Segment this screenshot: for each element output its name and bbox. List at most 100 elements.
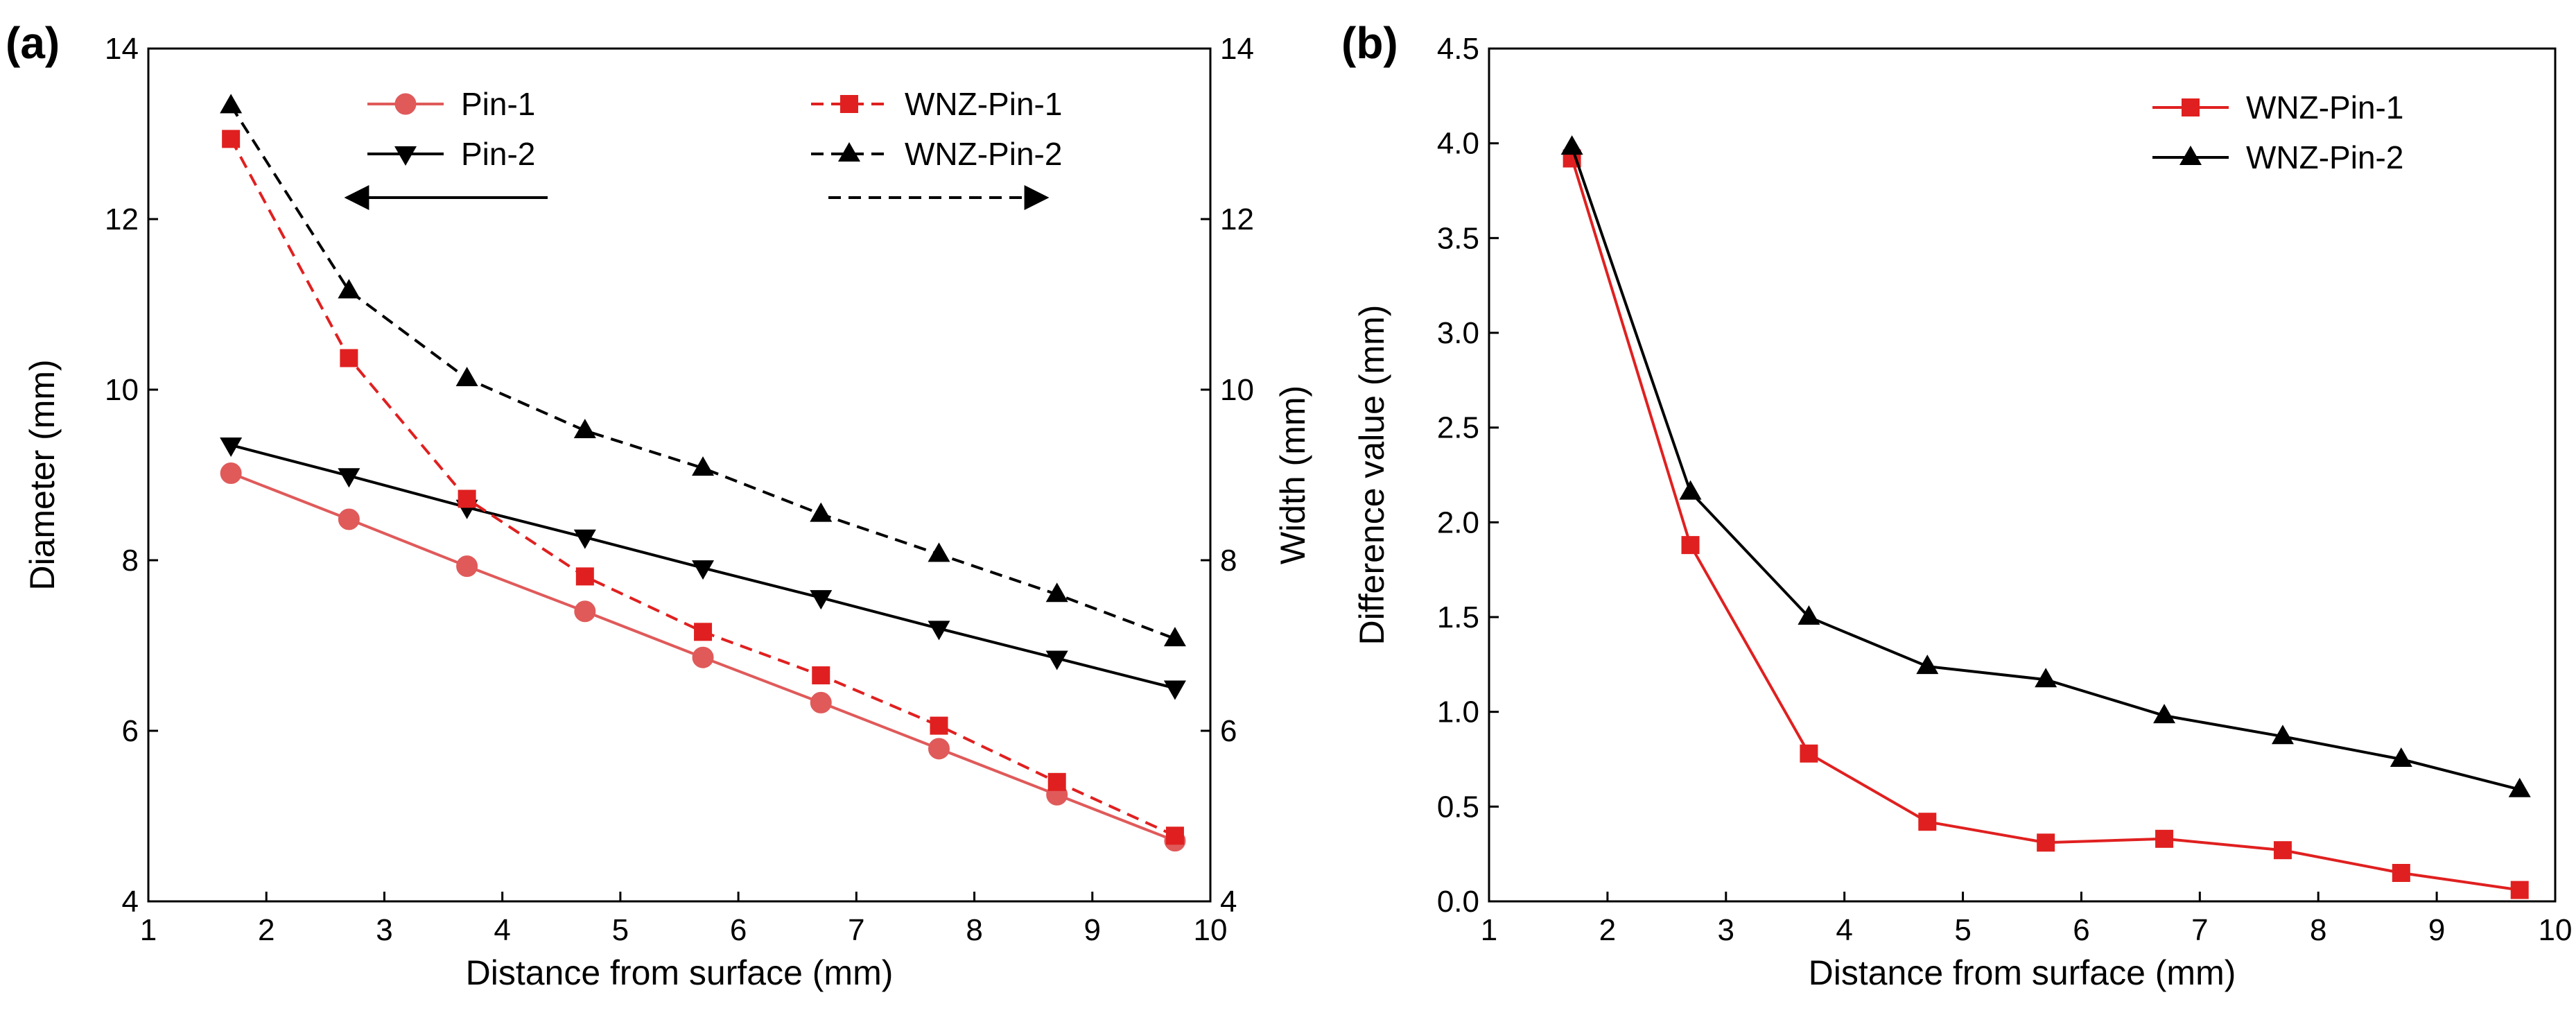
x-tick-label: 1 (140, 913, 157, 947)
legend-label: WNZ-Pin-1 (2246, 89, 2403, 125)
data-point-wnz-pin-1 (2510, 881, 2529, 899)
data-point-pin-2 (220, 437, 243, 457)
x-tick-label: 4 (1836, 913, 1852, 947)
legend-label: WNZ-Pin-1 (905, 86, 1062, 122)
data-point-wnz-pin-2 (810, 502, 833, 522)
data-point-wnz-pin-2 (1163, 627, 1186, 647)
x-tick-label: 7 (2191, 913, 2208, 947)
data-point-wnz-pin-2 (220, 94, 243, 114)
legend-item-wnz-pin-1: WNZ-Pin-1 (2152, 89, 2403, 125)
y-right-tick-label: 14 (1220, 32, 1254, 66)
data-point-wnz-pin-1 (812, 666, 830, 685)
data-point-wnz-pin-2 (2508, 777, 2531, 797)
legend-marker (394, 93, 417, 115)
series-wnz-pin-2 (220, 94, 1186, 647)
series-line-wnz-pin-2 (229, 105, 1176, 641)
data-point-wnz-pin-1 (2392, 864, 2410, 882)
data-point-pin-2 (338, 468, 360, 488)
x-tick-label: 3 (376, 913, 392, 947)
data-point-wnz-pin-1 (1800, 744, 1818, 763)
y-tick-label: 2.5 (1437, 411, 1479, 445)
series-line-wnz-pin-2 (1570, 146, 2521, 791)
data-point-wnz-pin-2 (1916, 655, 1939, 675)
data-point-wnz-pin-2 (455, 367, 478, 387)
y-tick-label: 0.0 (1437, 885, 1479, 919)
data-point-wnz-pin-2 (2035, 668, 2057, 688)
y-tick-label: 10 (105, 373, 139, 407)
data-point-pin-1 (220, 462, 242, 485)
y-right-tick-label: 8 (1220, 544, 1237, 578)
x-tick-label: 10 (1194, 913, 1228, 947)
legend-item-pin-1: Pin-1 (367, 86, 535, 122)
data-point-pin-2 (573, 529, 596, 549)
panel-label: (b) (1341, 18, 1398, 68)
data-point-wnz-pin-2 (1560, 135, 1583, 155)
legend-marker (2182, 98, 2200, 116)
legend-item-wnz-pin-2: WNZ-Pin-2 (811, 136, 1062, 172)
x-tick-label: 6 (2073, 913, 2089, 947)
data-point-wnz-pin-2 (573, 419, 596, 439)
y-tick-label: 3.0 (1437, 316, 1479, 350)
data-point-wnz-pin-1 (694, 623, 713, 641)
y-tick-label: 6 (122, 714, 139, 748)
data-point-pin-1 (338, 508, 360, 530)
data-point-pin-1 (692, 646, 714, 668)
x-tick-label: 8 (2310, 913, 2326, 947)
data-point-wnz-pin-1 (2037, 833, 2055, 852)
data-point-pin-2 (1045, 650, 1068, 670)
data-point-wnz-pin-2 (2271, 725, 2294, 745)
data-point-wnz-pin-2 (1045, 582, 1068, 603)
y-tick-label: 3.5 (1437, 221, 1479, 255)
data-point-wnz-pin-1 (930, 716, 948, 735)
data-point-wnz-pin-1 (340, 349, 358, 367)
legend-label: WNZ-Pin-2 (2246, 139, 2403, 175)
x-tick-label: 5 (1954, 913, 1971, 947)
plot-frame (1488, 47, 2557, 903)
data-point-pin-2 (810, 590, 833, 610)
x-tick-label: 3 (1718, 913, 1734, 947)
y-tick-label: 4.5 (1437, 32, 1479, 66)
data-point-wnz-pin-2 (2390, 747, 2412, 767)
data-point-wnz-pin-1 (2155, 829, 2174, 848)
y-tick-label: 4.0 (1437, 127, 1479, 161)
y-tick-label: 4 (122, 885, 139, 919)
y-right-tick-label: 10 (1220, 373, 1254, 407)
series-wnz-pin-1 (222, 130, 1184, 845)
y-tick-label: 0.5 (1437, 790, 1479, 824)
y-right-axis-label: Width (mm) (1273, 386, 1312, 564)
series-pin-1 (220, 462, 1186, 852)
y-tick-label: 1.5 (1437, 600, 1479, 634)
data-point-wnz-pin-1 (1681, 536, 1700, 555)
data-point-pin-1 (810, 691, 832, 713)
data-point-wnz-pin-2 (1798, 605, 1820, 625)
data-point-wnz-pin-1 (1165, 826, 1184, 845)
data-point-pin-1 (928, 738, 950, 760)
series-line-wnz-pin-1 (1570, 157, 2521, 892)
y-axis-label: Difference value (mm) (1352, 305, 1391, 646)
legend-marker (2179, 146, 2202, 165)
x-tick-label: 8 (966, 913, 982, 947)
plot-frame (147, 47, 1212, 903)
data-point-pin-2 (928, 621, 950, 641)
panel-b: 1 2 3 4 5 6 7 8 9 10 0.0 0.5 1.0 1.5 2.0 2.5 3.0 3.5 4.0 4.… (1341, 18, 2572, 992)
data-point-wnz-pin-1 (1047, 772, 1066, 791)
data-point-wnz-pin-1 (458, 490, 476, 508)
data-point-wnz-pin-2 (2153, 704, 2176, 724)
x-tick-label: 4 (494, 913, 510, 947)
legend-marker (394, 146, 417, 166)
data-point-pin-2 (1163, 680, 1186, 700)
data-point-wnz-pin-1 (1918, 813, 1937, 831)
y-tick-label: 14 (105, 32, 139, 66)
x-tick-label: 9 (2428, 913, 2445, 947)
panel-label: (a) (6, 18, 60, 68)
y-tick-label: 8 (122, 544, 139, 578)
data-point-pin-1 (574, 600, 596, 623)
data-point-wnz-pin-1 (2273, 841, 2292, 860)
legend-marker (840, 95, 858, 113)
x-tick-label: 7 (848, 913, 864, 947)
y-tick-label: 2.0 (1437, 505, 1479, 539)
legend-label: WNZ-Pin-2 (905, 136, 1062, 172)
data-point-pin-1 (456, 555, 478, 578)
data-point-wnz-pin-1 (222, 130, 241, 148)
